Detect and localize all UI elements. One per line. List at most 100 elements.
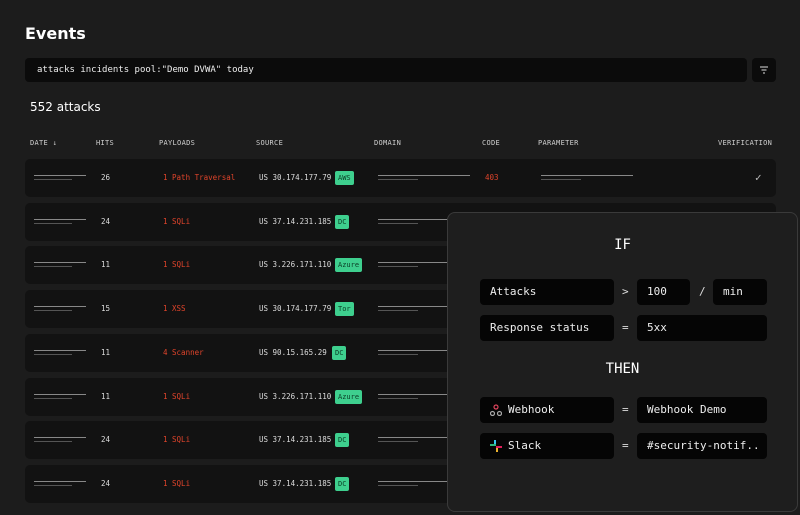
filter-icon [760,66,768,74]
col-code: CODE [482,139,501,147]
check-icon: ✓ [755,171,762,184]
hits: 24 [101,435,111,445]
payload[interactable]: 1 SQLi [163,216,191,226]
col-payloads: PAYLOADS [159,139,196,147]
slack-icon [490,440,502,452]
payload[interactable]: 4 Scanner [163,347,204,357]
unit-select[interactable]: min [713,279,767,305]
source-tag: DC [332,345,347,360]
condition-field-attacks[interactable]: Attacks [480,279,614,305]
date-placeholder [34,179,72,180]
slack-channel[interactable]: #security-notif.. [637,433,767,459]
source-ip: US 37.14.231.185 [259,216,332,226]
payload[interactable]: 1 XSS [163,304,186,314]
operator: = [622,403,629,416]
response-code: 403 [485,173,499,182]
domain-placeholder [378,175,470,176]
action-slack[interactable]: Slack [480,433,614,459]
filter-button[interactable] [752,58,776,82]
domain-placeholder [378,349,470,351]
if-heading: IF [614,237,631,253]
domain-placeholder [378,222,418,224]
operator: > [622,285,629,298]
domain-placeholder [378,437,470,439]
payload[interactable]: 1 SQLi [163,391,191,401]
page-title: Events [25,24,86,43]
date-placeholder [34,218,86,220]
date-placeholder [34,266,72,268]
payload[interactable]: 1 SQLi [163,260,191,270]
webhook-target[interactable]: Webhook Demo [637,397,767,423]
date-placeholder [34,441,72,443]
col-verification: VERIFICATION [718,139,773,147]
domain-placeholder [378,218,470,220]
col-source: SOURCE [256,139,284,147]
date-placeholder [34,310,72,312]
col-date[interactable]: DATE ↓ [30,139,58,147]
threshold-input[interactable]: 100 [637,279,690,305]
domain-placeholder [378,480,470,482]
table-row[interactable]: 26 1 Path Traversal US 30.174.177.79 AWS… [25,159,776,197]
operator: = [622,439,629,452]
date-placeholder [34,349,86,351]
source-tag: DC [335,214,350,229]
operator: = [622,321,629,334]
domain-placeholder [378,484,418,486]
source-ip: US 3.226.171.110 [259,260,332,270]
source-ip: US 90.15.165.29 [259,347,327,357]
date-placeholder [34,397,72,399]
source-tag: DC [335,476,350,491]
source-ip: US 30.174.177.79 [259,173,332,182]
condition-field-response-status[interactable]: Response status [480,315,614,341]
hits: 26 [101,173,111,182]
date-placeholder [34,480,86,482]
domain-placeholder [378,262,470,264]
source-tag: AWS [335,171,354,185]
separator: / [699,285,706,298]
action-label: Webhook [508,403,555,416]
source-tag: Azure [335,258,363,273]
action-label: Slack [508,439,542,452]
domain-placeholder [378,306,470,308]
source-ip: US 37.14.231.185 [259,435,332,445]
source-ip: US 30.174.177.79 [259,304,332,314]
payload[interactable]: 1 SQLi [163,435,191,445]
source-ip: US 37.14.231.185 [259,478,332,488]
col-domain: DOMAIN [374,139,402,147]
source-tag: Azure [335,389,363,404]
action-webhook[interactable]: Webhook [480,397,614,423]
payload[interactable]: 1 Path Traversal [163,173,236,182]
parameter-placeholder [541,175,633,176]
source-tag: DC [335,433,350,448]
domain-placeholder [378,441,418,443]
date-placeholder [34,393,86,395]
col-parameter: PARAMETER [538,139,579,147]
attack-count: 552 attacks [30,100,101,114]
webhook-icon [490,404,502,416]
search-input[interactable]: attacks incidents pool:"Demo DVWA" today [25,58,747,82]
domain-placeholder [378,353,418,355]
domain-placeholder [378,393,470,395]
hits: 11 [101,391,111,401]
date-placeholder [34,222,72,224]
hits: 15 [101,304,111,314]
hits: 11 [101,347,111,357]
date-placeholder [34,484,72,486]
payload[interactable]: 1 SQLi [163,478,191,488]
domain-placeholder [378,179,418,180]
source-tag: Tor [335,302,354,317]
domain-placeholder [378,310,418,312]
hits: 24 [101,478,111,488]
col-hits: HITS [96,139,115,147]
date-placeholder [34,306,86,308]
domain-placeholder [378,397,418,399]
domain-placeholder [378,266,418,268]
then-heading: THEN [605,361,640,377]
hits: 11 [101,260,111,270]
date-placeholder [34,353,72,355]
date-placeholder [34,175,86,176]
parameter-placeholder [541,179,581,180]
source-ip: US 3.226.171.110 [259,391,332,401]
status-input[interactable]: 5xx [637,315,767,341]
hits: 24 [101,216,111,226]
